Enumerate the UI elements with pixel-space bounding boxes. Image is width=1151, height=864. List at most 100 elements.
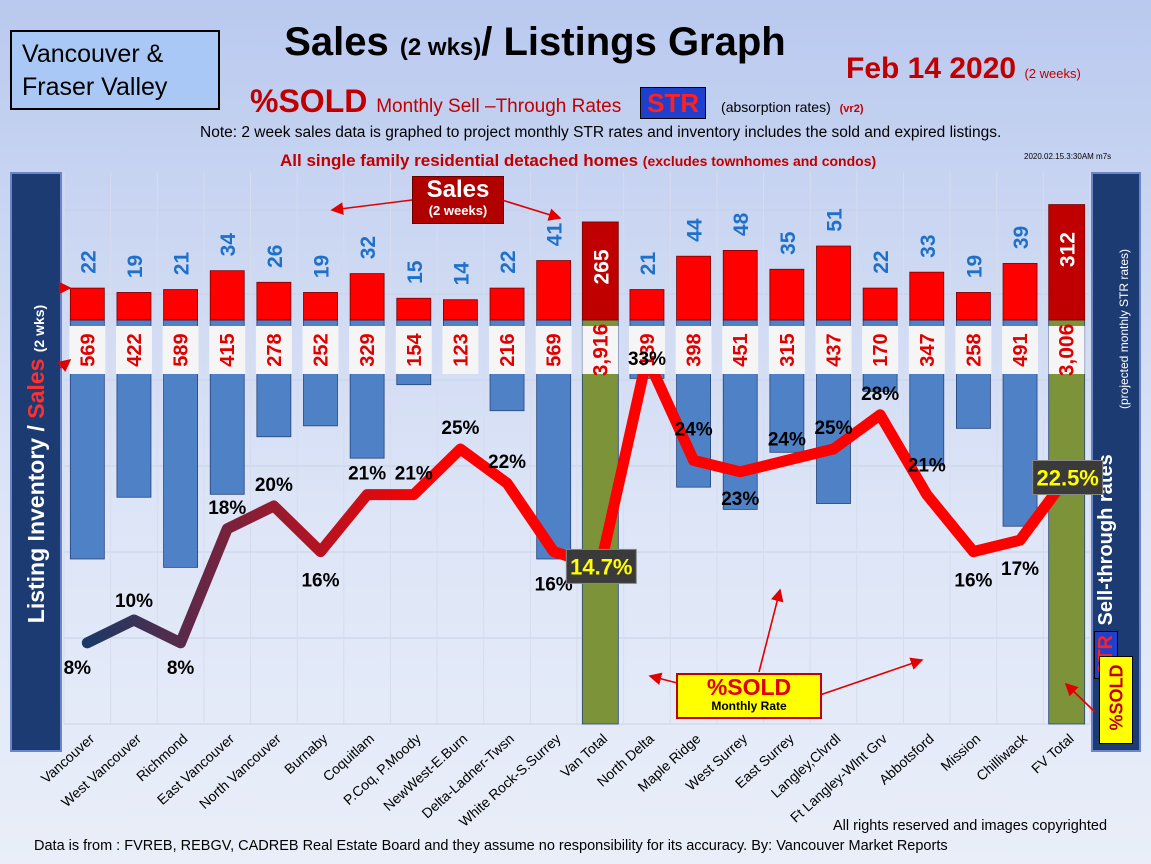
inventory-value-label: 258 xyxy=(963,333,985,366)
chart-title: Sales (2 wks)/ Listings Graph xyxy=(230,20,840,65)
sold-value-label: 28% xyxy=(861,384,899,405)
sales-bar xyxy=(303,292,338,321)
sales-value-label: 26 xyxy=(264,245,287,268)
inventory-value-label: 437 xyxy=(824,333,846,366)
inventory-label-box xyxy=(582,326,619,374)
title-rest: / Listings Graph xyxy=(481,20,786,64)
sold-value-label: 16% xyxy=(535,575,573,596)
category-label: Chilliwack xyxy=(973,730,1031,784)
sales-bar xyxy=(349,273,385,321)
inventory-label-box xyxy=(209,326,246,374)
sold-value-label: 22% xyxy=(488,452,526,473)
source-note: Data is from : FVREB, REBGV, CADREB Real… xyxy=(34,838,948,854)
inventory-value-label: 347 xyxy=(917,333,939,366)
sold-total-label: 14.7% xyxy=(570,554,632,579)
annotation-arrow xyxy=(758,588,784,673)
sales-value-label: 22 xyxy=(870,250,893,273)
inventory-value-label: 123 xyxy=(450,333,472,366)
scope-text: All single family residential detached h… xyxy=(280,151,876,171)
sold-value-label: 21% xyxy=(908,456,946,477)
str-badge: STR xyxy=(640,87,707,119)
sales-bar xyxy=(816,245,851,321)
sales-bar xyxy=(256,281,292,321)
sold-legend: %SOLD Monthly Rate xyxy=(676,673,822,719)
inventory-value-label: 398 xyxy=(684,333,706,366)
inventory-label-box xyxy=(535,326,572,374)
category-label: Mission xyxy=(937,730,983,774)
sales-bars xyxy=(69,204,1086,321)
inventory-value-label: 589 xyxy=(171,333,193,366)
sales-value-label: 39 xyxy=(1010,226,1033,249)
inventory-value-labels: 569 422 589 415 278 252 329 154 123 216 569 3,916 13… xyxy=(69,324,1085,376)
sales-value-label: 22 xyxy=(497,250,520,273)
sales-value-label: 19 xyxy=(124,255,147,278)
title-small: (2 wks) xyxy=(399,34,482,61)
sales-value-label: 41 xyxy=(544,223,567,247)
inventory-label-box xyxy=(442,326,479,374)
inventory-label-box xyxy=(162,326,199,374)
inventory-value-label: 329 xyxy=(357,333,379,366)
inventory-label-box xyxy=(955,326,992,374)
sales-value-label: 21 xyxy=(171,252,194,276)
sold-value-label: 33% xyxy=(628,349,666,370)
sales-value-label: 35 xyxy=(777,231,800,255)
sales-bar xyxy=(209,270,245,321)
inventory-label-box xyxy=(1002,326,1039,374)
region-label: Vancouver & Fraser Valley xyxy=(10,30,220,110)
sales-value-label: 51 xyxy=(824,208,847,232)
inventory-value-label: 451 xyxy=(730,333,752,366)
sold-total-label: 22.5% xyxy=(1036,466,1098,491)
inventory-label-box xyxy=(395,326,432,374)
category-label: North Vancouver xyxy=(196,730,284,812)
sold-value-label: 8% xyxy=(64,658,92,679)
sold-value-labels: 8%10%8%18%20%16%21% 21%25%22%16%14.7%33%2… xyxy=(64,349,1104,679)
title-main: Sales xyxy=(284,20,389,64)
inventory-value-label: 491 xyxy=(1010,333,1032,366)
inventory-label-box xyxy=(255,326,292,374)
sales-value-label: 265 xyxy=(590,249,613,284)
sales-bar xyxy=(396,297,432,321)
version-note: (vr2) xyxy=(839,103,864,115)
left-axis-panel xyxy=(10,172,62,752)
sold-value-label: 24% xyxy=(768,429,806,450)
category-label: West Vancouver xyxy=(58,730,144,810)
sales-legend-sub: (2 weeks) xyxy=(428,203,488,218)
sales-legend: Sales (2 weeks) xyxy=(412,176,504,224)
inventory-label-box xyxy=(115,326,152,374)
category-label: NewWest-E.Burn xyxy=(380,730,470,814)
inventory-value-label: 569 xyxy=(77,333,99,366)
inventory-value-label: 216 xyxy=(497,333,519,366)
sold-badge: %SOLD xyxy=(1099,656,1133,744)
sold-total-box xyxy=(565,548,637,584)
inventory-label-box xyxy=(908,326,945,374)
sales-bar xyxy=(909,271,945,321)
sold-value-label: 25% xyxy=(441,418,479,439)
inventory-label-box xyxy=(1048,326,1085,374)
category-label: FV Total xyxy=(1028,730,1077,776)
sales-bar xyxy=(676,255,711,321)
sold-value-label: 20% xyxy=(255,475,293,496)
sold-value-label: 18% xyxy=(208,498,246,519)
sold-value-label: 10% xyxy=(115,591,153,612)
date-note: (2 weeks) xyxy=(1024,66,1081,81)
sales-bar xyxy=(443,299,478,321)
sales-bar xyxy=(69,287,105,321)
inventory-label-box xyxy=(815,326,852,374)
sales-bar xyxy=(722,249,758,321)
sales-value-label: 33 xyxy=(917,234,940,257)
inventory-label-box xyxy=(302,326,339,374)
sold-total-box xyxy=(1032,460,1104,495)
sales-value-label: 21 xyxy=(637,252,660,276)
rights-note: All rights reserved and images copyright… xyxy=(833,818,1108,834)
sales-bar xyxy=(769,268,805,321)
sales-value-label: 15 xyxy=(404,260,427,284)
inventory-label-box xyxy=(349,326,386,374)
inventory-value-label: 415 xyxy=(217,333,239,366)
sold-value-label: 23% xyxy=(721,489,759,510)
sales-bar xyxy=(116,292,152,321)
inventory-label-box xyxy=(69,326,106,374)
sales-value-label: 19 xyxy=(963,255,986,278)
date: Feb 14 2020 xyxy=(846,52,1017,85)
